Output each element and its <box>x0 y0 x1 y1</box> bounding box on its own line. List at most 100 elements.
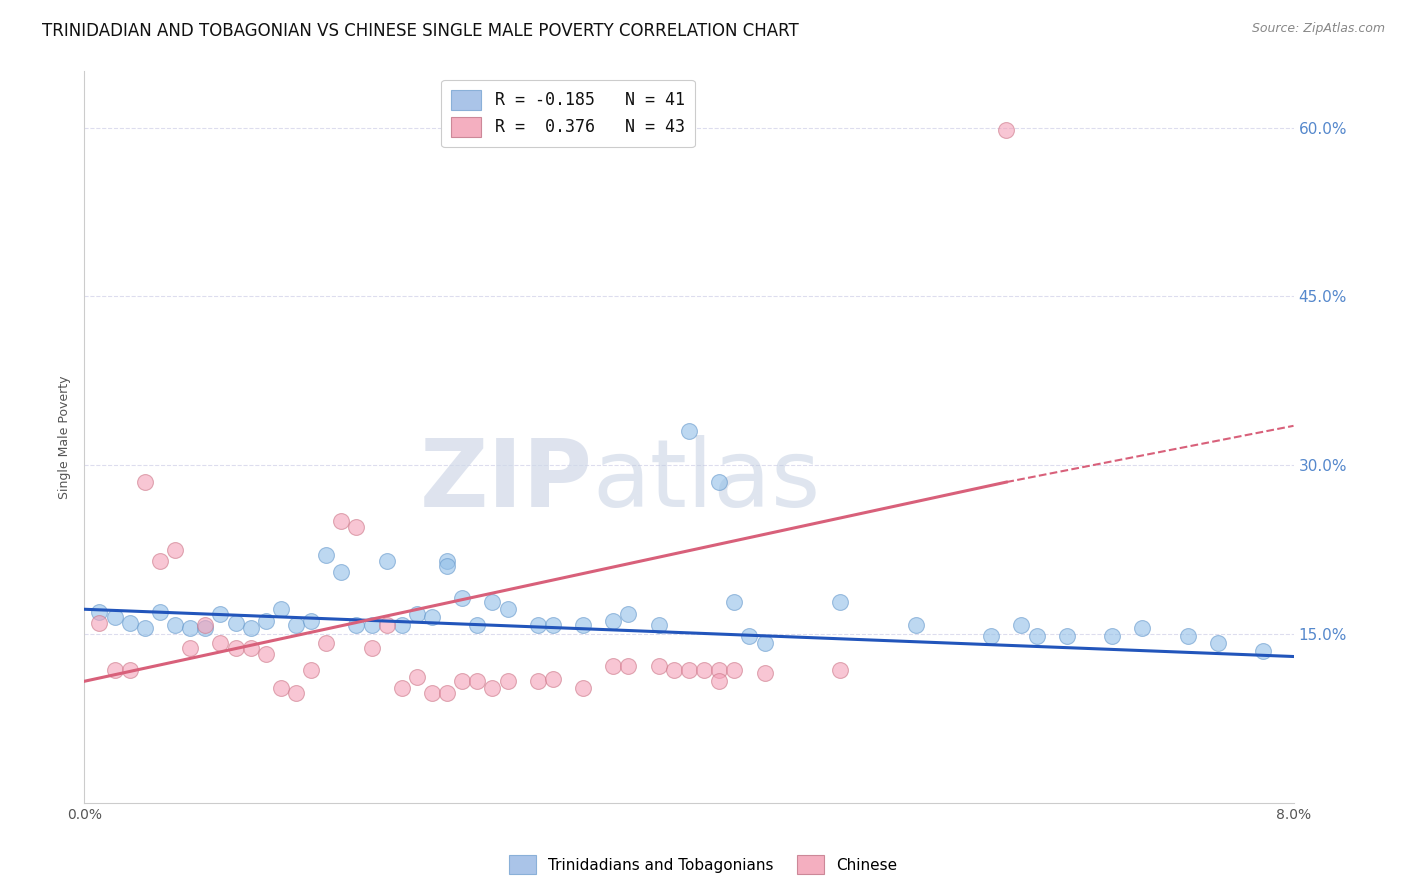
Point <box>830 595 852 609</box>
Point <box>346 520 368 534</box>
Point <box>617 658 640 673</box>
Point <box>194 621 217 635</box>
Point <box>391 681 413 695</box>
Point <box>209 636 232 650</box>
Point <box>209 607 232 621</box>
Point <box>330 515 353 529</box>
Point <box>678 663 700 677</box>
Point <box>285 618 308 632</box>
Point <box>315 636 337 650</box>
Point <box>467 674 489 689</box>
Point <box>1101 629 1123 643</box>
Point <box>648 658 671 673</box>
Point <box>754 666 776 681</box>
Text: atlas: atlas <box>592 435 821 527</box>
Point <box>451 674 474 689</box>
Text: Source: ZipAtlas.com: Source: ZipAtlas.com <box>1251 22 1385 36</box>
Point <box>496 602 519 616</box>
Point <box>89 605 111 619</box>
Point <box>527 618 550 632</box>
Point <box>406 607 429 621</box>
Point <box>572 681 595 695</box>
Point <box>467 618 489 632</box>
Point <box>89 615 111 630</box>
Point <box>436 554 458 568</box>
Point <box>104 610 127 624</box>
Point <box>436 559 458 574</box>
Point <box>391 618 413 632</box>
Point <box>754 636 776 650</box>
Point <box>451 591 474 605</box>
Point <box>617 607 640 621</box>
Point <box>1253 644 1275 658</box>
Point <box>299 663 322 677</box>
Point <box>406 670 429 684</box>
Point <box>723 595 745 609</box>
Point <box>709 663 731 677</box>
Point <box>723 663 745 677</box>
Text: TRINIDADIAN AND TOBAGONIAN VS CHINESE SINGLE MALE POVERTY CORRELATION CHART: TRINIDADIAN AND TOBAGONIAN VS CHINESE SI… <box>42 22 799 40</box>
Point <box>118 615 141 630</box>
Point <box>1132 621 1154 635</box>
Point <box>1025 629 1047 643</box>
Point <box>270 681 292 695</box>
Point <box>270 602 292 616</box>
Point <box>420 610 443 624</box>
Point <box>149 605 172 619</box>
Point <box>436 685 458 699</box>
Point <box>572 618 595 632</box>
Point <box>239 621 262 635</box>
Text: ZIP: ZIP <box>419 435 592 527</box>
Point <box>134 475 156 489</box>
Point <box>481 595 503 609</box>
Point <box>299 614 322 628</box>
Point <box>330 565 353 579</box>
Point <box>420 685 443 699</box>
Point <box>496 674 519 689</box>
Point <box>1206 636 1229 650</box>
Point <box>904 618 927 632</box>
Point <box>254 614 277 628</box>
Point <box>165 618 187 632</box>
Point <box>194 618 217 632</box>
Point <box>179 621 201 635</box>
Point <box>360 618 382 632</box>
Point <box>693 663 716 677</box>
Point <box>134 621 156 635</box>
Point <box>165 542 187 557</box>
Point <box>738 629 761 643</box>
Point <box>118 663 141 677</box>
Point <box>541 672 564 686</box>
Point <box>541 618 564 632</box>
Point <box>980 629 1002 643</box>
Point <box>1056 629 1078 643</box>
Point <box>527 674 550 689</box>
Point <box>360 640 382 655</box>
Point <box>709 475 731 489</box>
Point <box>346 618 368 632</box>
Point <box>709 674 731 689</box>
Point <box>375 618 398 632</box>
Point <box>1011 618 1033 632</box>
Point <box>104 663 127 677</box>
Point <box>481 681 503 695</box>
Point <box>1177 629 1199 643</box>
Legend: Trinidadians and Tobagonians, Chinese: Trinidadians and Tobagonians, Chinese <box>502 849 904 880</box>
Point <box>662 663 685 677</box>
Legend: R = -0.185   N = 41, R =  0.376   N = 43: R = -0.185 N = 41, R = 0.376 N = 43 <box>441 79 695 147</box>
Point <box>602 658 624 673</box>
Point <box>285 685 308 699</box>
Point <box>678 425 700 439</box>
Point <box>179 640 201 655</box>
Y-axis label: Single Male Poverty: Single Male Poverty <box>58 376 72 499</box>
Point <box>225 615 247 630</box>
Point <box>995 123 1018 137</box>
Point <box>315 548 337 562</box>
Point <box>149 554 172 568</box>
Point <box>254 647 277 661</box>
Point <box>602 614 624 628</box>
Point <box>375 554 398 568</box>
Point <box>830 663 852 677</box>
Point <box>239 640 262 655</box>
Point <box>225 640 247 655</box>
